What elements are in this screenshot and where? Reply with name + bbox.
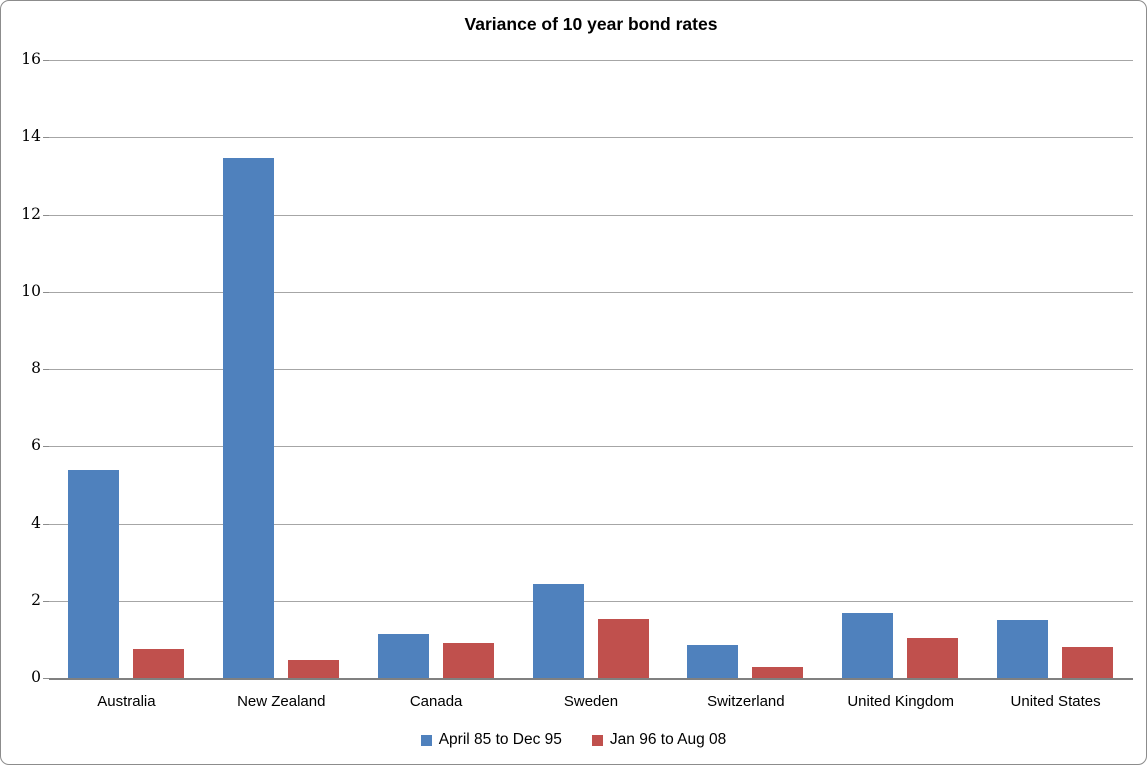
bar-united-states-jan-96-to-aug-08 [1062, 647, 1113, 679]
x-axis-line [49, 678, 1133, 680]
gridline-y-4 [49, 523, 1133, 525]
y-axis-label-6: 6 [31, 436, 41, 455]
bar-sweden-april-85-to-dec-95 [533, 584, 584, 679]
y-axis-label-10: 10 [21, 281, 41, 300]
chart-title: Variance of 10 year bond rates [464, 14, 718, 34]
y-axis-label-8: 8 [31, 359, 41, 377]
x-axis-label-australia: Australia [97, 693, 156, 710]
y-axis-tick [43, 600, 49, 602]
y-axis-tick [43, 137, 49, 139]
y-axis-tick [43, 291, 49, 293]
x-axis-label-switzerland: Switzerland [707, 693, 785, 710]
y-axis-label-14: 14 [21, 127, 41, 146]
gridline-y-6 [49, 446, 1133, 448]
legend-label: April 85 to Dec 95 [438, 731, 562, 748]
y-axis-label-2: 2 [31, 590, 41, 609]
legend-marker-icon [420, 734, 432, 746]
bar-new-zealand-april-85-to-dec-95 [223, 157, 274, 679]
bar-canada-jan-96-to-aug-08 [443, 642, 494, 679]
y-axis-label-12: 12 [21, 204, 41, 223]
y-axis-label-4: 4 [31, 513, 41, 532]
x-axis-label-united-states: United States [1010, 693, 1101, 710]
y-axis-tick [43, 446, 49, 448]
gridline-y-12 [49, 214, 1133, 216]
legend-label: Jan 96 to Aug 08 [609, 731, 727, 748]
legend-item-jan-96-to-aug-08: Jan 96 to Aug 08 [591, 731, 727, 749]
bar-united-kingdom-jan-96-to-aug-08 [907, 637, 958, 679]
legend-marker-icon [591, 734, 603, 746]
gridline-y-16 [49, 60, 1133, 61]
x-axis-label-new-zealand: New Zealand [237, 693, 326, 710]
bar-switzerland-april-85-to-dec-95 [687, 645, 738, 679]
y-axis-tick [43, 60, 49, 61]
gridline-y-10 [49, 291, 1133, 293]
legend: April 85 to Dec 95 Jan 96 to Aug 08 [1, 731, 1146, 749]
legend-item-april-85-to-dec-95: April 85 to Dec 95 [420, 731, 562, 749]
bar-canada-april-85-to-dec-95 [378, 633, 429, 679]
bar-australia-jan-96-to-aug-08 [133, 648, 184, 679]
bar-sweden-jan-96-to-aug-08 [598, 619, 649, 679]
y-axis-tick [43, 678, 49, 679]
gridline-y-8 [49, 369, 1133, 370]
bar-united-states-april-85-to-dec-95 [997, 619, 1048, 679]
bar-united-kingdom-april-85-to-dec-95 [842, 612, 893, 679]
bar-switzerland-jan-96-to-aug-08 [752, 666, 803, 679]
y-axis-label-16: 16 [21, 50, 41, 68]
y-axis-label-0: 0 [31, 668, 41, 686]
x-axis-label-sweden: Sweden [563, 693, 619, 710]
x-axis-label-canada: Canada [409, 693, 463, 710]
y-axis-tick [43, 369, 49, 370]
gridline-y-2 [49, 600, 1133, 602]
y-axis-tick [43, 523, 49, 525]
bar-australia-april-85-to-dec-95 [68, 470, 119, 679]
bar-new-zealand-jan-96-to-aug-08 [288, 660, 339, 679]
gridline-y-14 [49, 137, 1133, 139]
y-axis-tick [43, 214, 49, 216]
x-axis-label-united-kingdom: United Kingdom [847, 693, 955, 710]
